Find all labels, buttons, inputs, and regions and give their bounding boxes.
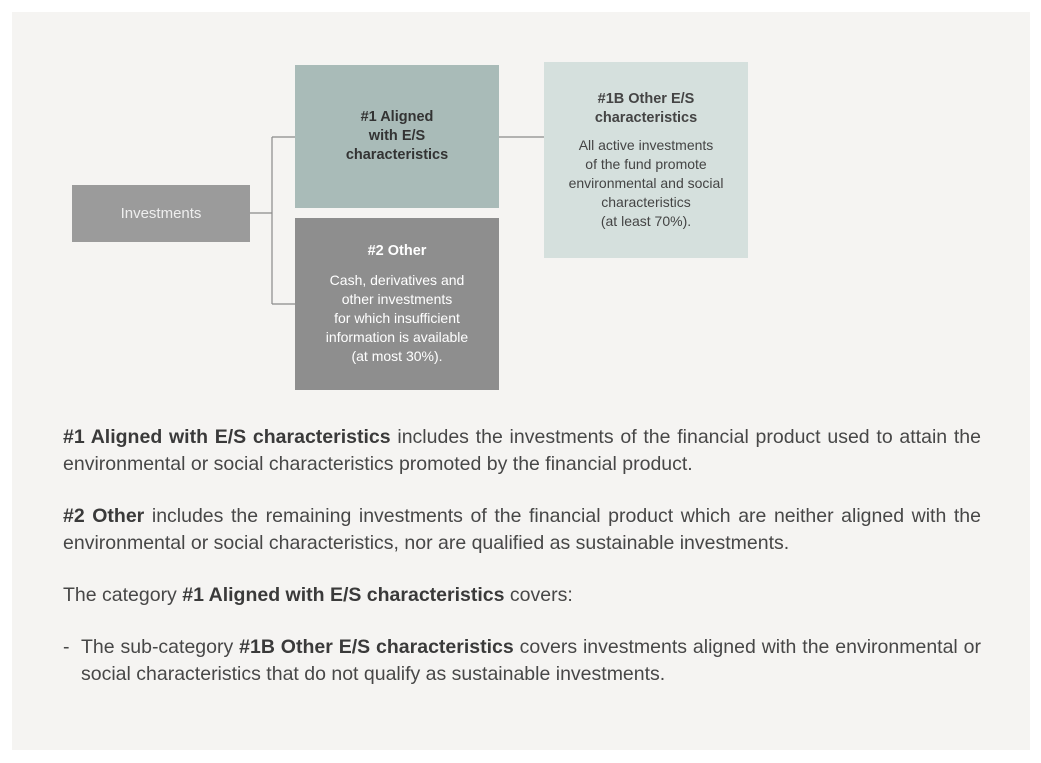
body-line: Cash, derivatives and [329, 272, 465, 288]
node-title: Investments [121, 204, 202, 223]
bold-text: #1 Aligned with E/S characteristics [63, 426, 391, 448]
body-line: All active investments [578, 136, 714, 153]
text: includes the remaining investments of th… [63, 505, 981, 554]
title-line: #2 Other [367, 243, 427, 259]
body-line: (at most 30%). [351, 348, 443, 364]
node: #1B Other E/S characteristics All active i… [544, 62, 748, 258]
text: The sub-category [81, 636, 240, 658]
title-line: characteristics [594, 109, 698, 126]
node: Investments [72, 185, 250, 242]
node-body: Cash, derivatives and other investments fo… [326, 271, 468, 366]
title-line: with E/S [368, 128, 426, 144]
title-line: #1 Aligned [360, 109, 434, 125]
bold-text: #2 Other [63, 505, 145, 527]
explanation: #1 Aligned with E/S characteristics incl… [63, 424, 981, 688]
list-marker: - [63, 636, 70, 658]
body-line: of the fund promote [585, 155, 707, 172]
connectors [250, 136, 544, 305]
body-line: environmental and social [568, 174, 724, 191]
node-title: #2 Other [368, 242, 427, 261]
title-line: Investments [120, 205, 202, 222]
node-body: All active investments of the fund promot… [569, 136, 724, 231]
node: #1 Aligned with E/S characteristics [295, 65, 499, 208]
list-item: - The sub-category #1B Other E/S characte… [63, 634, 981, 688]
list-text: The sub-category #1B Other E/S character… [81, 634, 981, 688]
paragraph: The category #1 Aligned with E/S charact… [63, 582, 981, 609]
body-line: other investments [341, 291, 453, 307]
body-line: (at least 70%). [600, 212, 692, 229]
body-line: for which insufficient [334, 310, 460, 326]
text: The category [63, 584, 183, 606]
bold-text: #1B Other E/S characteristics [239, 636, 514, 658]
text: covers: [504, 584, 573, 606]
title-line: #1B Other E/S [597, 90, 695, 107]
panel: Investments #1 Aligned with E/S characteri… [12, 12, 1030, 750]
body-line: characteristics [601, 193, 691, 210]
text: covers investments aligned with the envi… [81, 636, 982, 685]
node-title: #1B Other E/S characteristics [595, 90, 697, 128]
paragraph: #1 Aligned with E/S characteristics incl… [63, 424, 981, 478]
text: includes the investments of the financia… [63, 426, 981, 475]
title-line: characteristics [345, 147, 449, 163]
body-line: information is available [325, 329, 469, 345]
bold-text: #1 Aligned with E/S characteristics [182, 584, 505, 606]
paragraph: #2 Other includes the remaining investme… [63, 503, 981, 557]
node: #2 Other Cash, derivatives and other inves… [295, 218, 499, 390]
node-title: #1 Aligned with E/S characteristics [346, 108, 448, 165]
